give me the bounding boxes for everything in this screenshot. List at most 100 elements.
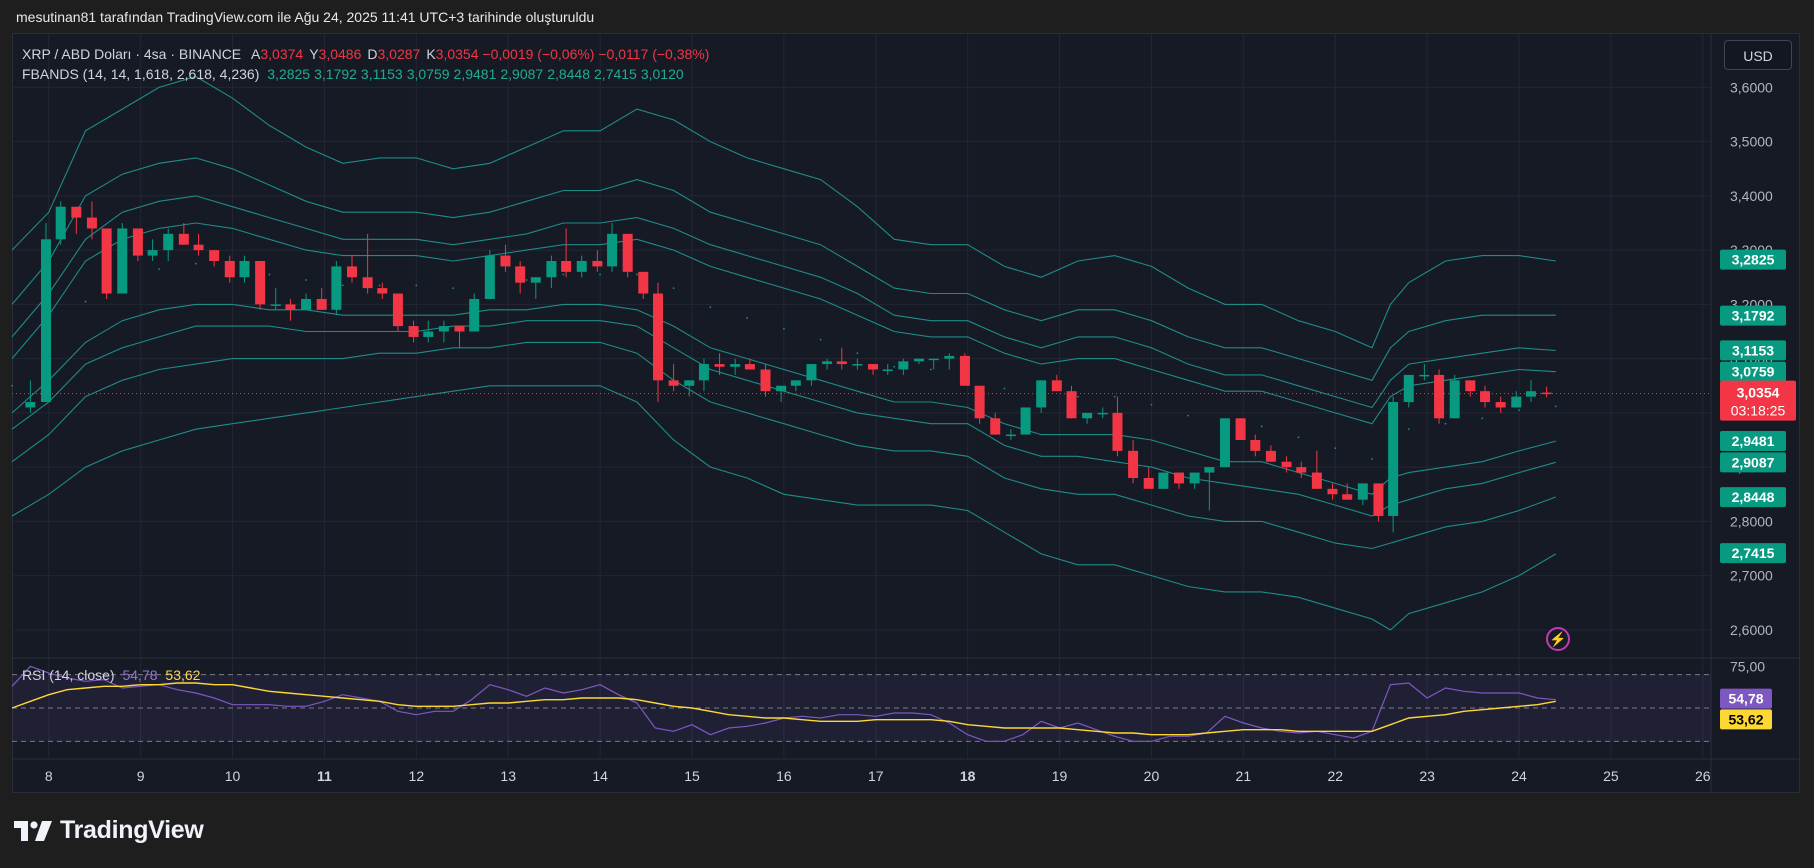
time-tick-label: 24 xyxy=(1511,768,1527,784)
band-price-tag-label: 3,0759 xyxy=(1732,364,1775,380)
fband-basis-dot xyxy=(782,327,785,330)
candle-up xyxy=(928,358,939,361)
fband-line-band1 xyxy=(11,75,1556,349)
ohlc-value: 3,0374 xyxy=(260,46,304,62)
symbol-legend: XRP / ABD Doları · 4sa · BINANCE A3,0374… xyxy=(22,46,709,62)
candle-down xyxy=(1296,467,1307,473)
fband-basis-dot xyxy=(1260,425,1263,428)
tradingview-logo-icon xyxy=(14,820,52,841)
candle-down xyxy=(362,277,373,289)
fband-basis-dot xyxy=(341,284,344,287)
ohlc-value: 3,0486 xyxy=(318,46,362,62)
candle-down xyxy=(1128,450,1139,478)
candle-down xyxy=(1434,374,1445,419)
candle-down xyxy=(1174,472,1185,484)
candle-down xyxy=(638,271,649,294)
candle-down xyxy=(1342,494,1353,500)
fband-basis-dot xyxy=(1003,387,1006,390)
symbol-title[interactable]: XRP / ABD Doları · 4sa · BINANCE xyxy=(22,46,242,62)
indicator-value: 2,7415 xyxy=(594,66,637,82)
candle-down xyxy=(653,293,663,381)
candle-up xyxy=(484,255,495,299)
ohlc-values: A3,0374 Y3,0486 D3,0287 K3,0354 xyxy=(245,46,478,62)
candle-down xyxy=(285,304,296,310)
indicator-value: 2,8448 xyxy=(547,66,591,82)
band-price-tag xyxy=(1720,452,1786,473)
candle-up xyxy=(1511,396,1522,408)
indicator-value: 3,0120 xyxy=(640,66,684,82)
ohlc-value: 3,0354 xyxy=(435,46,479,62)
candle-up xyxy=(239,260,250,278)
price-tick-label: 2,6000 xyxy=(1730,622,1773,638)
band-price-tag xyxy=(1720,431,1786,452)
countdown-label: 03:18:25 xyxy=(1731,403,1786,419)
time-tick-label: 20 xyxy=(1144,768,1160,784)
candle-up xyxy=(1204,467,1215,473)
time-tick-label: 8 xyxy=(45,768,53,784)
candle-down xyxy=(1265,450,1276,462)
candle-down xyxy=(377,288,388,294)
candle-up xyxy=(898,361,909,370)
time-tick-label: 26 xyxy=(1695,768,1711,784)
candle-down xyxy=(1327,488,1338,495)
time-tick-label: 11 xyxy=(317,768,332,784)
currency-button[interactable]: USD xyxy=(1724,40,1792,70)
candle-up xyxy=(698,364,709,381)
candle-up xyxy=(270,304,281,306)
band-price-tag xyxy=(1720,487,1786,508)
candle-down xyxy=(1480,391,1491,403)
candle-up xyxy=(822,361,833,365)
rsi-series-line xyxy=(11,682,1556,736)
fband-basis-dot xyxy=(819,338,822,341)
candle-down xyxy=(1281,461,1292,468)
fband-basis-dot xyxy=(305,279,307,281)
candle-up xyxy=(1449,380,1460,419)
fband-basis-dot xyxy=(1297,436,1300,439)
ohlc-label: D xyxy=(367,46,378,62)
candle-up xyxy=(163,233,174,251)
indicator-name[interactable]: FBANDS (14, 14, 1,618, 2,618, 4,236) xyxy=(22,66,260,82)
candle-up xyxy=(147,250,158,256)
candle-down xyxy=(868,364,879,370)
candle-down xyxy=(132,228,143,256)
rsi-name[interactable]: RSI (14, close) xyxy=(22,667,115,683)
time-tick-label: 13 xyxy=(500,768,516,784)
candle-up xyxy=(882,369,893,371)
candle-up xyxy=(1020,407,1031,435)
candle-up xyxy=(806,364,817,381)
candle-down xyxy=(990,418,1001,435)
candle-up xyxy=(944,355,955,359)
fband-basis-dot xyxy=(562,273,565,276)
band-price-tag xyxy=(1720,543,1786,564)
fband-basis-dot xyxy=(1334,447,1337,450)
fband-basis-dot xyxy=(1518,409,1520,412)
candle-down xyxy=(255,260,266,305)
rsi-tick-label: 75,00 xyxy=(1730,658,1765,674)
band-price-tag xyxy=(1720,249,1786,270)
candle-down xyxy=(622,233,633,272)
candle-up xyxy=(331,266,342,310)
candle-down xyxy=(959,355,970,386)
fband-basis-dot xyxy=(709,306,712,309)
candle-down xyxy=(392,293,403,327)
price-tick-label: 3,6000 xyxy=(1730,79,1773,95)
fband-line-band6 xyxy=(11,320,1556,517)
lightning-icon[interactable]: ⚡ xyxy=(1546,627,1570,651)
fband-line-band3 xyxy=(11,195,1556,409)
band-price-tag-label: 2,8448 xyxy=(1732,489,1775,505)
fband-basis-dot xyxy=(525,279,528,281)
candle-up xyxy=(1357,483,1368,500)
time-tick-label: 22 xyxy=(1327,768,1343,784)
fband-basis-dot xyxy=(1187,414,1190,417)
candle-down xyxy=(515,266,526,283)
time-tick-label: 12 xyxy=(409,768,425,784)
time-tick-label: 16 xyxy=(776,768,792,784)
candle-down xyxy=(209,250,220,261)
candle-up xyxy=(1036,380,1047,408)
candle-down xyxy=(1373,483,1384,516)
fband-basis-dot xyxy=(1481,417,1484,420)
tradingview-logo[interactable]: TradingView xyxy=(14,816,204,845)
candle-down xyxy=(1250,440,1261,451)
candle-up xyxy=(790,380,801,386)
